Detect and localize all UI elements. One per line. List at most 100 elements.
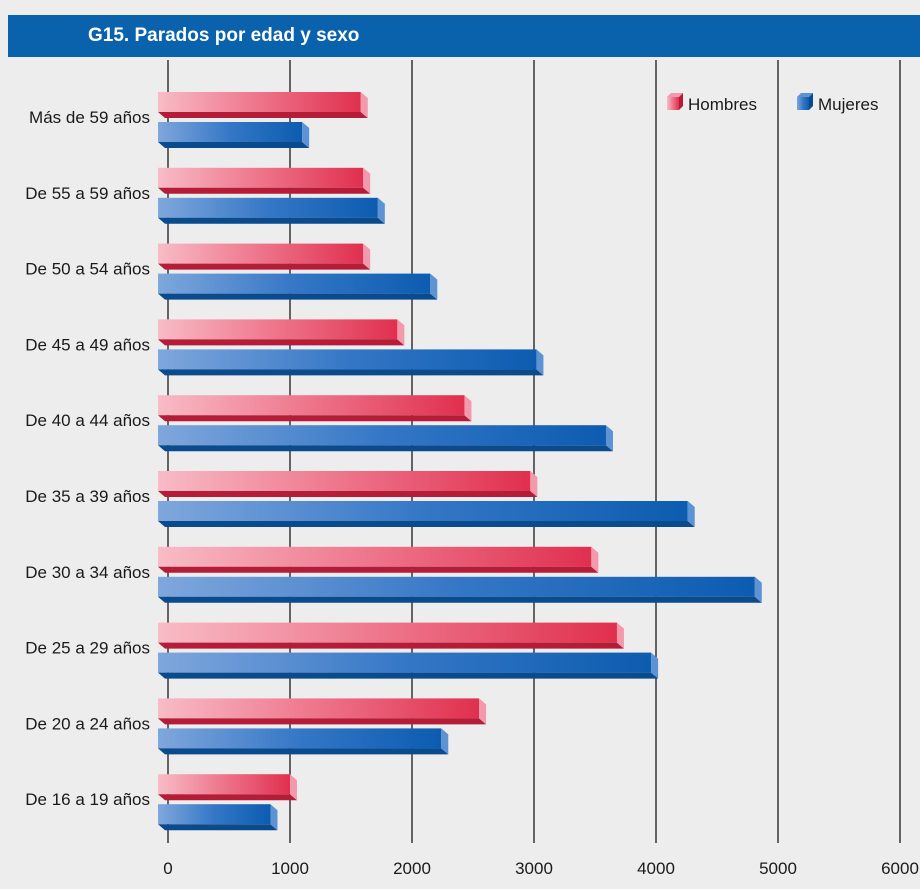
bar-women-3 — [158, 273, 438, 300]
bar-depth-bottom — [158, 672, 659, 679]
bar-women-1 — [158, 122, 310, 148]
chart-title: G15. Parados por edad y sexo — [88, 25, 360, 46]
legend-label: Hombres — [688, 95, 757, 114]
bar-depth-side — [363, 167, 371, 194]
bar-face — [158, 728, 442, 749]
x-tick-label: 4000 — [637, 859, 675, 878]
bar-depth-side — [687, 501, 695, 527]
bar-depth-bottom — [158, 491, 538, 497]
bar-men-8 — [158, 622, 624, 649]
legend-swatch — [667, 97, 679, 110]
bar-face — [158, 774, 290, 795]
bar-men-1 — [158, 92, 368, 118]
legend-swatch-top — [667, 93, 683, 97]
bar-depth-bottom — [158, 293, 438, 300]
bar-depth-bottom — [158, 142, 310, 148]
bar-face — [158, 652, 652, 673]
legend-swatch-side — [679, 93, 683, 110]
bar-face — [158, 349, 537, 370]
bar-depth-bottom — [158, 187, 371, 194]
bar-men-2 — [158, 167, 371, 194]
x-tick-label: 5000 — [759, 859, 797, 878]
bar-face — [158, 273, 431, 294]
bar-women-10 — [158, 804, 278, 831]
bar-women-7 — [158, 576, 762, 603]
bar-depth-bottom — [158, 369, 544, 376]
x-tick-label: 0 — [163, 859, 172, 878]
legend-swatch-top — [797, 93, 813, 97]
bar-depth-bottom — [158, 718, 487, 725]
bar-depth-bottom — [158, 339, 405, 346]
bar-depth-bottom — [158, 824, 278, 831]
bar-face — [158, 425, 606, 446]
bar-women-5 — [158, 425, 613, 452]
bar-depth-side — [397, 319, 405, 346]
bar-depth-side — [616, 622, 624, 649]
bar-depth-side — [651, 652, 659, 679]
bar-women-2 — [158, 197, 385, 224]
bar-depth-bottom — [158, 566, 599, 573]
bar-depth-bottom — [158, 794, 297, 801]
bar-women-6 — [158, 501, 695, 527]
bar-depth-bottom — [158, 642, 624, 649]
bar-women-4 — [158, 349, 544, 376]
category-label: De 30 a 34 años — [25, 563, 150, 582]
bar-face — [158, 243, 364, 264]
bar-men-9 — [158, 698, 487, 725]
bar-face — [158, 167, 364, 188]
bar-face — [158, 804, 271, 825]
bar-depth-side — [270, 804, 278, 831]
legend-label: Mujeres — [818, 95, 878, 114]
category-label: De 25 a 29 años — [25, 639, 150, 658]
bar-depth-side — [605, 425, 613, 452]
bar-face — [158, 501, 688, 521]
bar-depth-side — [441, 728, 449, 755]
category-label: De 45 a 49 años — [25, 335, 150, 354]
bar-face — [158, 92, 361, 112]
bar-women-8 — [158, 652, 659, 679]
legend-swatch — [797, 97, 809, 110]
bar-men-4 — [158, 319, 405, 346]
bar-face — [158, 622, 617, 643]
category-labels: Más de 59 años De 55 a 59 años De 50 a 54 … — [25, 108, 150, 809]
bar-depth-side — [290, 774, 297, 801]
bar-depth-side — [302, 122, 310, 148]
bar-face — [158, 319, 398, 340]
category-label: Más de 59 años — [29, 108, 150, 127]
x-tick-label: 2000 — [393, 859, 431, 878]
legend-swatch-side — [809, 93, 813, 110]
title-bar: G15. Parados por edad y sexo — [8, 15, 920, 57]
bar-face — [158, 395, 465, 416]
bar-depth-bottom — [158, 217, 385, 224]
bar-depth-side — [377, 197, 385, 224]
legend-item-women: Mujeres — [797, 93, 878, 114]
bar-depth-side — [360, 92, 368, 118]
bar-face — [158, 546, 592, 567]
category-label: De 20 a 24 años — [25, 714, 150, 733]
bar-women-9 — [158, 728, 449, 755]
legend: Hombres Mujeres — [667, 93, 878, 114]
bar-depth-side — [591, 546, 599, 573]
bar-depth-side — [536, 349, 544, 376]
bar-face — [158, 576, 755, 597]
bar-depth-bottom — [158, 596, 762, 603]
bar-face — [158, 122, 303, 142]
bar-depth-bottom — [158, 112, 368, 118]
bar-depth-bottom — [158, 263, 371, 270]
bar-face — [158, 471, 531, 491]
bar-depth-side — [430, 273, 438, 300]
bar-depth-bottom — [158, 445, 613, 452]
bar-depth-side — [754, 576, 762, 603]
x-tick-label: 6000 — [881, 859, 919, 878]
legend-item-men: Hombres — [667, 93, 757, 114]
category-label: De 50 a 54 años — [25, 260, 150, 279]
bar-men-3 — [158, 243, 371, 270]
category-label: De 55 a 59 años — [25, 184, 150, 203]
category-label: De 40 a 44 años — [25, 411, 150, 430]
bar-face — [158, 698, 480, 719]
bar-men-10 — [158, 774, 297, 801]
x-axis-ticks: 0 1000 2000 3000 4000 5000 6000 — [163, 859, 919, 878]
bars — [158, 92, 762, 831]
